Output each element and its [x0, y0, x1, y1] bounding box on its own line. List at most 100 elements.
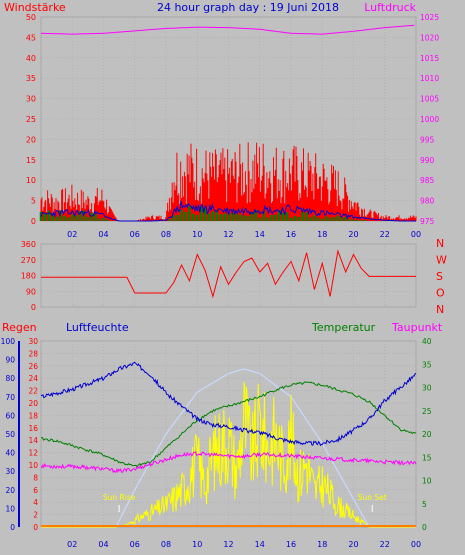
humidity-tick-label: 10 [5, 504, 15, 513]
rain-tick-label: 24 [28, 374, 38, 383]
humidity-tick-label: 50 [5, 430, 15, 439]
wind-tick-label: 25 [26, 115, 36, 124]
x-tick-label: 00 [411, 540, 421, 549]
dewpoint-series [40, 451, 417, 474]
pressure-tick-label: 975 [420, 217, 435, 226]
x-tick-label: 04 [98, 540, 108, 549]
rain-tick-label: 26 [28, 362, 38, 371]
humidity-series [40, 361, 417, 447]
direction-tick-label: 360 [21, 240, 36, 249]
x-tick-label: 14 [255, 230, 265, 239]
rain-tick-label: 8 [33, 473, 38, 482]
temperature-tick-label: 10 [422, 477, 432, 486]
humidity-tick-label: 40 [5, 449, 15, 458]
temperature-tick-label: 30 [422, 384, 432, 393]
compass-letter: O [436, 287, 445, 300]
wind-tick-label: 40 [26, 54, 36, 63]
x-tick-label: 08 [161, 230, 171, 239]
direction-tick-label: 180 [21, 272, 36, 281]
rain-axis-label: Regen [2, 321, 37, 334]
pressure-tick-label: 985 [420, 176, 435, 185]
direction-tick-label: 270 [21, 256, 36, 265]
wind-tick-label: 30 [26, 95, 36, 104]
sunset-label: Sun Set [358, 493, 387, 502]
pressure-tick-label: 1020 [420, 33, 439, 42]
wind-tick-label: 20 [26, 135, 36, 144]
temperature-tick-label: 35 [422, 360, 432, 369]
humidity-tick-label: 30 [5, 467, 15, 476]
x-tick-label: 02 [67, 540, 77, 549]
wind-tick-label: 10 [26, 176, 36, 185]
compass-letter: N [436, 237, 444, 250]
humidity-tick-label: 90 [5, 356, 15, 365]
rain-tick-label: 18 [28, 411, 38, 420]
x-tick-label: 06 [130, 230, 140, 239]
rain-tick-label: 0 [33, 523, 38, 532]
pressure-series [40, 24, 415, 35]
wind-pressure-panel: 0510152025303540455097598098599099510001… [26, 13, 440, 239]
rain-tick-label: 16 [28, 424, 38, 433]
pressure-tick-label: 1005 [420, 95, 439, 104]
wind-speed-series [40, 200, 416, 222]
direction-tick-label: 0 [31, 303, 36, 312]
compass-letter: N [436, 303, 444, 316]
wind-tick-label: 35 [26, 74, 36, 83]
wind-tick-label: 0 [31, 217, 36, 226]
x-tick-label: 06 [130, 540, 140, 549]
direction-tick-label: 90 [26, 287, 36, 296]
rain-tick-label: 4 [33, 498, 38, 507]
wind-tick-label: 5 [31, 197, 36, 206]
wind-tick-label: 15 [26, 156, 36, 165]
pressure-tick-label: 1010 [420, 74, 439, 83]
x-tick-label: 16 [286, 540, 296, 549]
pressure-axis-label: Luftdruck [364, 1, 416, 14]
humidity-tick-label: 70 [5, 393, 15, 402]
humidity-tick-label: 20 [5, 486, 15, 495]
x-tick-label: 04 [98, 230, 108, 239]
x-tick-label: 18 [317, 230, 327, 239]
x-tick-label: 10 [192, 540, 202, 549]
sunrise-label: Sun Rise [103, 493, 136, 502]
rain-tick-label: 12 [28, 449, 38, 458]
x-tick-label: 18 [317, 540, 327, 549]
x-tick-label: 08 [161, 540, 171, 549]
pressure-tick-label: 1015 [420, 54, 439, 63]
pressure-tick-label: 1025 [420, 13, 439, 22]
x-tick-label: 02 [67, 230, 77, 239]
x-tick-label: 16 [286, 230, 296, 239]
pressure-tick-label: 980 [420, 197, 435, 206]
x-tick-label: 22 [380, 540, 390, 549]
rain-tick-label: 30 [28, 337, 38, 346]
rain-tick-label: 14 [28, 436, 38, 445]
pressure-tick-label: 995 [420, 135, 435, 144]
rain-tick-label: 28 [28, 349, 38, 358]
rain-tick-label: 2 [33, 511, 38, 520]
temperature-tick-label: 0 [422, 523, 427, 532]
temperature-series [40, 381, 417, 468]
x-tick-label: 20 [348, 540, 358, 549]
humidity-temperature-panel: 0246810121416182022242628300102030405060… [1, 337, 432, 549]
rain-tick-label: 22 [28, 387, 38, 396]
chart-title: 24 hour graph day : 19 Juni 2018 [157, 1, 339, 14]
humidity-tick-label: 80 [5, 374, 15, 383]
temperature-tick-label: 20 [422, 430, 432, 439]
humidity-axis-label: Luftfeuchte [66, 321, 129, 334]
x-tick-label: 12 [223, 230, 233, 239]
temperature-tick-label: 25 [422, 407, 432, 416]
x-tick-label: 10 [192, 230, 202, 239]
wind-tick-label: 45 [26, 33, 36, 42]
wind-tick-label: 50 [26, 13, 36, 22]
humidity-tick-label: 0 [10, 523, 15, 532]
humidity-tick-label: 100 [1, 337, 16, 346]
wind-axis-label: Windstärke [4, 1, 66, 14]
dewpoint-axis-label: Taupunkt [391, 321, 443, 334]
rain-tick-label: 20 [28, 399, 38, 408]
compass-letter: W [436, 254, 447, 267]
temperature-tick-label: 5 [422, 500, 427, 509]
compass-letter: S [436, 270, 443, 283]
x-tick-label: 20 [348, 230, 358, 239]
x-tick-label: 14 [255, 540, 265, 549]
x-tick-label: 22 [380, 230, 390, 239]
x-tick-label: 00 [411, 230, 421, 239]
